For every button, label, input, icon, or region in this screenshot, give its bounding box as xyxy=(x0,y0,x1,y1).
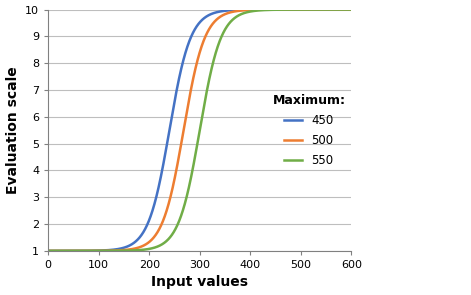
500 xyxy=(340,8,345,11)
450 xyxy=(193,26,198,30)
550 xyxy=(340,8,345,11)
500 xyxy=(193,66,198,70)
500 xyxy=(284,8,290,11)
500 xyxy=(45,249,51,253)
450 xyxy=(340,8,345,11)
450 xyxy=(45,249,51,253)
Line: 550: 550 xyxy=(48,9,351,251)
Y-axis label: Evaluation scale: Evaluation scale xyxy=(6,66,20,194)
550 xyxy=(349,8,354,11)
Line: 500: 500 xyxy=(48,9,351,251)
Legend: 450, 500, 550: 450, 500, 550 xyxy=(272,94,345,167)
450 xyxy=(349,8,354,11)
X-axis label: Input values: Input values xyxy=(151,276,248,289)
550 xyxy=(284,8,290,12)
500 xyxy=(349,8,354,11)
Line: 450: 450 xyxy=(48,9,351,251)
550 xyxy=(45,249,51,253)
500 xyxy=(61,249,66,253)
500 xyxy=(185,106,190,109)
450 xyxy=(284,8,290,11)
550 xyxy=(61,249,66,253)
450 xyxy=(340,8,345,11)
450 xyxy=(61,249,66,253)
500 xyxy=(340,8,345,11)
550 xyxy=(193,152,198,155)
550 xyxy=(185,191,190,195)
550 xyxy=(340,8,345,11)
450 xyxy=(185,45,190,48)
